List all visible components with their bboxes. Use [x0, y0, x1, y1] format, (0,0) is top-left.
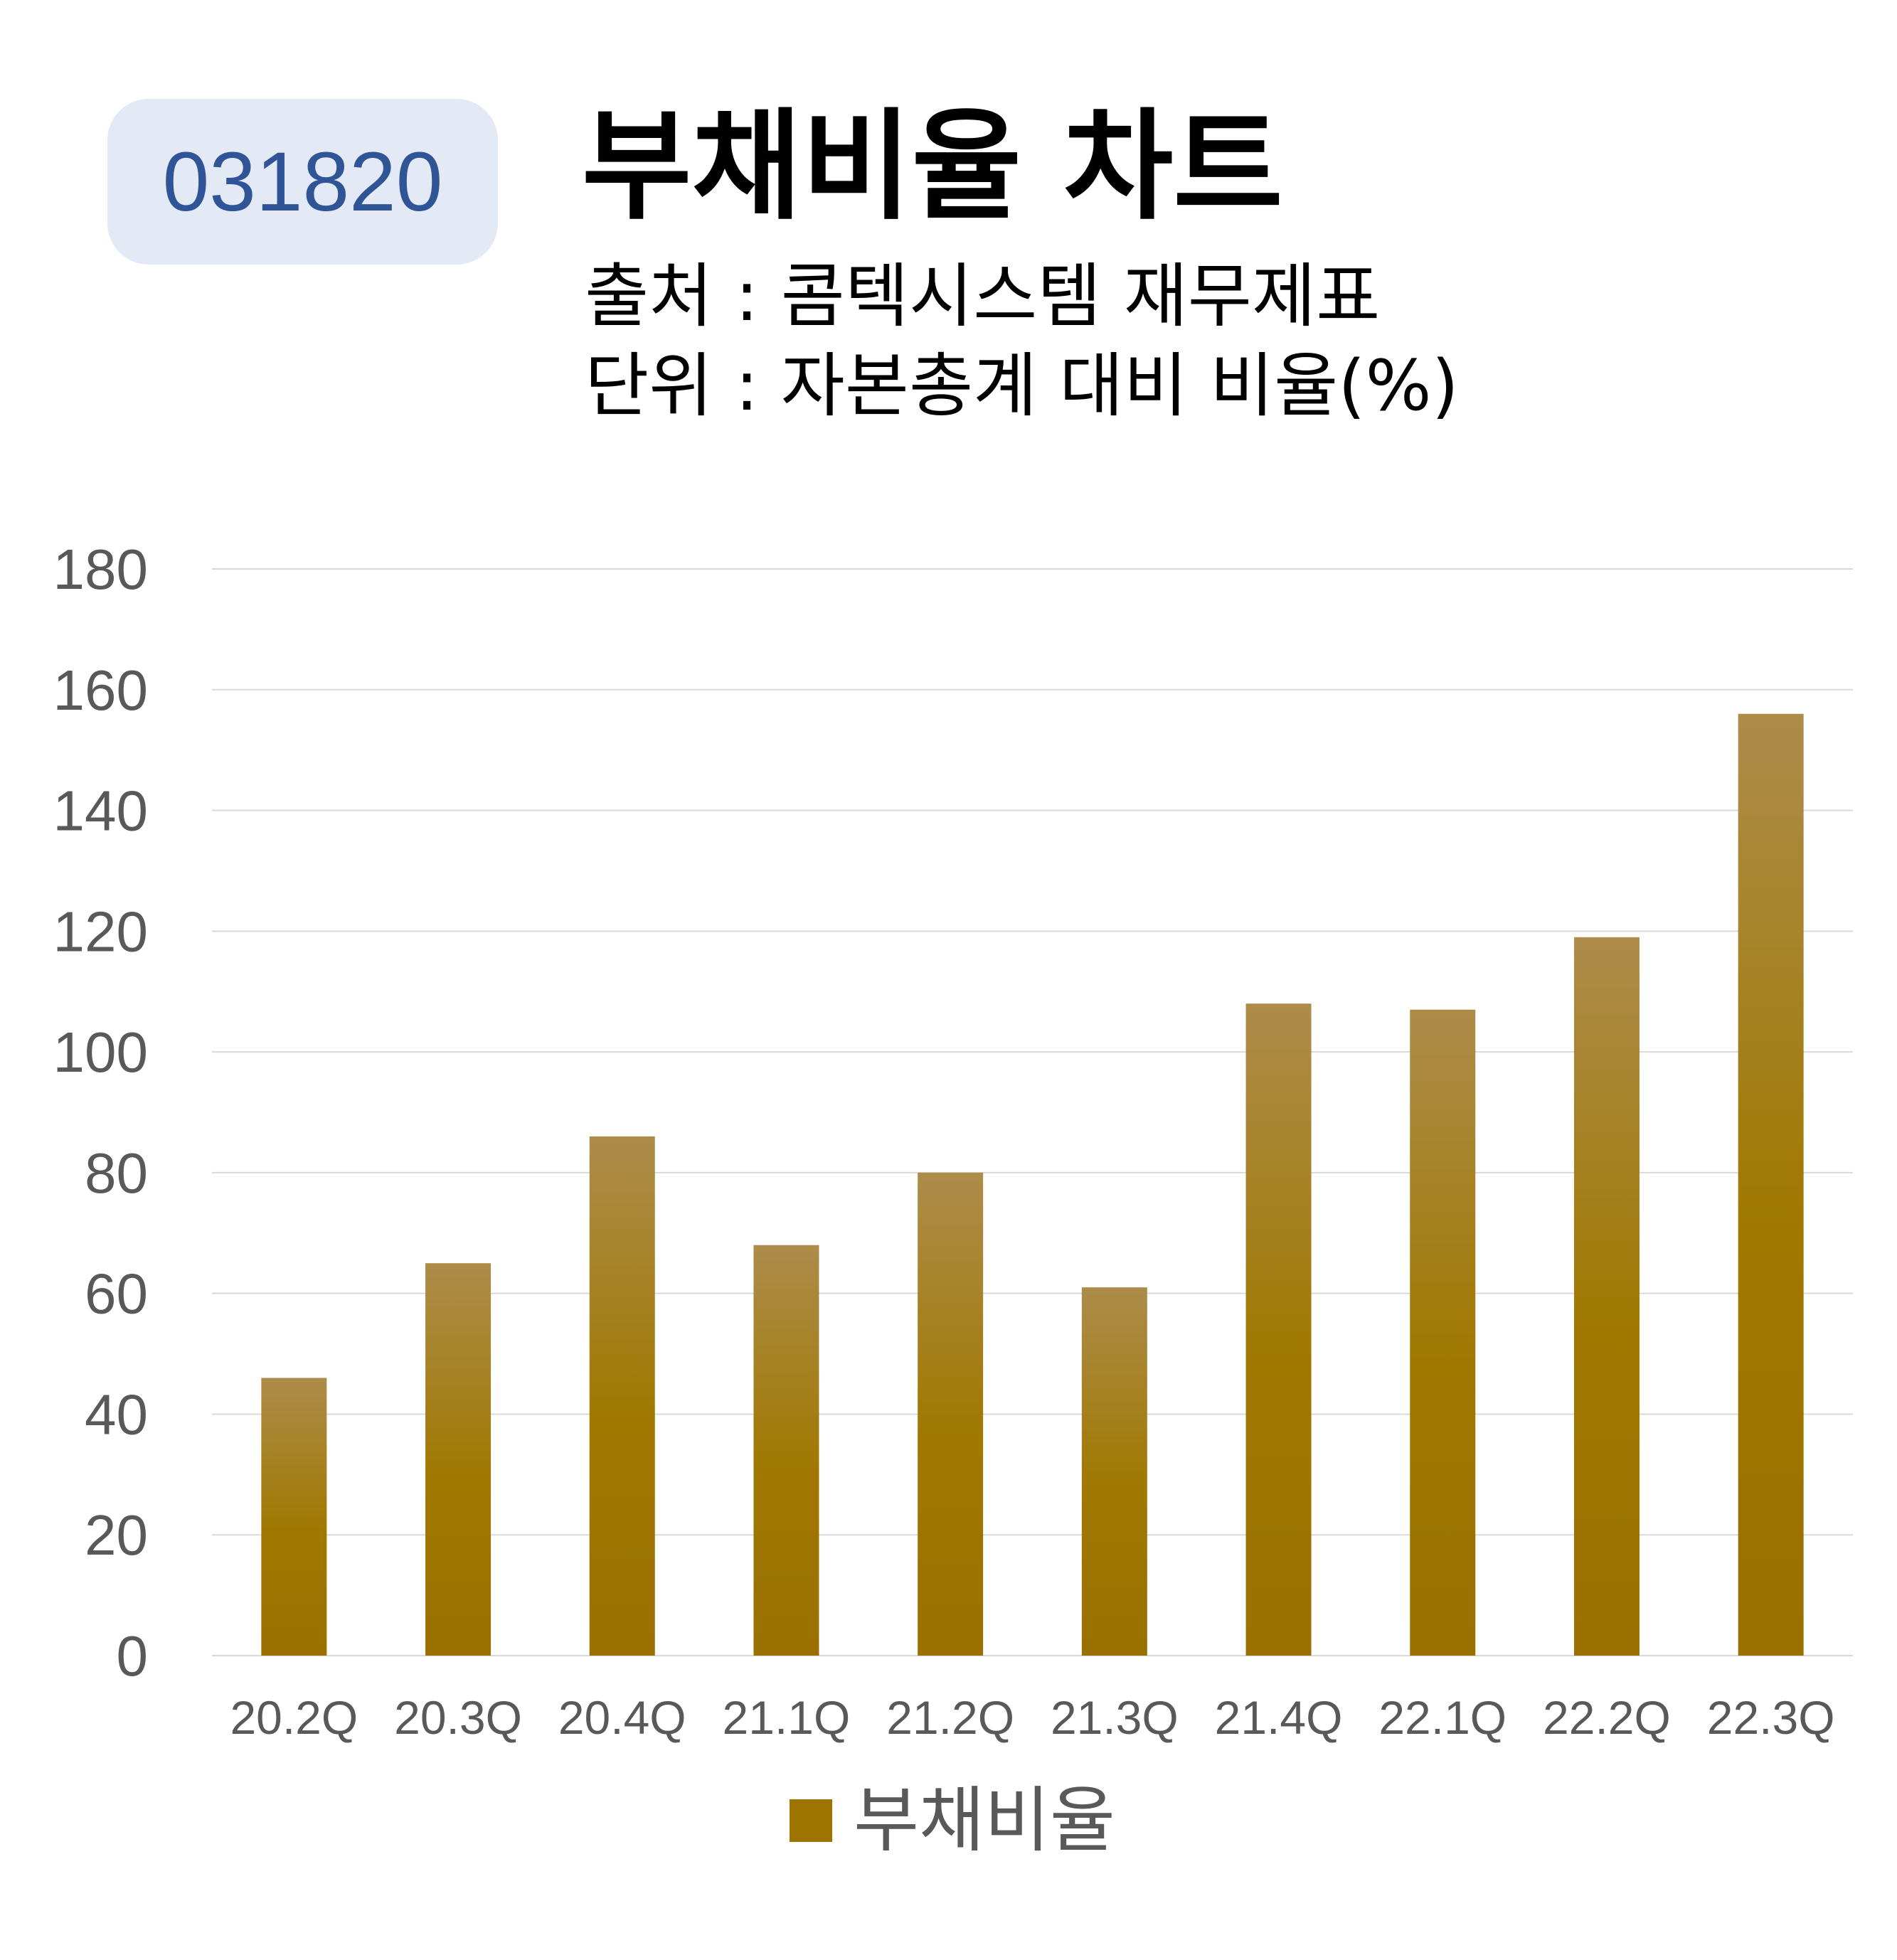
bar [425, 1263, 491, 1656]
x-tick-label: 22.3Q [1707, 1691, 1835, 1744]
y-tick-label: 120 [53, 900, 148, 963]
x-tick-label: 20.4Q [558, 1691, 686, 1744]
legend-label: 부채비율 [854, 1779, 1115, 1862]
y-tick-label: 180 [53, 538, 148, 601]
x-tick-label: 21.3Q [1051, 1691, 1179, 1744]
y-tick-label: 160 [53, 659, 148, 722]
y-tick-label: 140 [53, 779, 148, 843]
bar [918, 1172, 984, 1656]
unit-note: 단위 : 자본총계 대비 비율(%) [585, 346, 1459, 427]
x-tick-label: 20.2Q [230, 1691, 358, 1744]
bar [1245, 1003, 1312, 1656]
x-tick-label: 21.2Q [886, 1691, 1014, 1744]
bar [1738, 713, 1804, 1656]
bar [589, 1136, 655, 1656]
y-tick-label: 20 [85, 1503, 148, 1567]
bar [1081, 1287, 1147, 1656]
y-tick-label: 40 [85, 1383, 148, 1446]
bar [1410, 1009, 1476, 1656]
x-tick-label: 20.3Q [394, 1691, 522, 1744]
y-tick-label: 60 [85, 1262, 148, 1326]
bar [1573, 937, 1640, 1656]
bars [261, 713, 1804, 1656]
bar [261, 1378, 327, 1656]
y-tick-label: 100 [53, 1021, 148, 1084]
x-tick-label: 21.4Q [1215, 1691, 1343, 1744]
legend-swatch [790, 1799, 832, 1842]
x-tick-label: 21.1Q [723, 1691, 851, 1744]
y-tick-label: 80 [85, 1141, 148, 1205]
y-axis: 0 20 40 60 80 100 120 140 160 180 [53, 538, 148, 1688]
stock-code-badge: 031820 [107, 99, 498, 265]
source-note: 출처 : 콤텍시스템 재무제표 [585, 256, 1381, 337]
x-tick-label: 22.2Q [1543, 1691, 1671, 1744]
x-tick-label: 22.1Q [1378, 1691, 1507, 1744]
x-axis: 20.2Q 20.3Q 20.4Q 21.1Q 21.2Q 21.3Q 21.4Q 22.1Q… [230, 1691, 1834, 1744]
legend: 부채비율 [790, 1778, 1115, 1863]
bar [753, 1245, 819, 1656]
chart-title: 부채비율 차트 [582, 97, 1283, 236]
y-tick-label: 0 [117, 1624, 149, 1688]
